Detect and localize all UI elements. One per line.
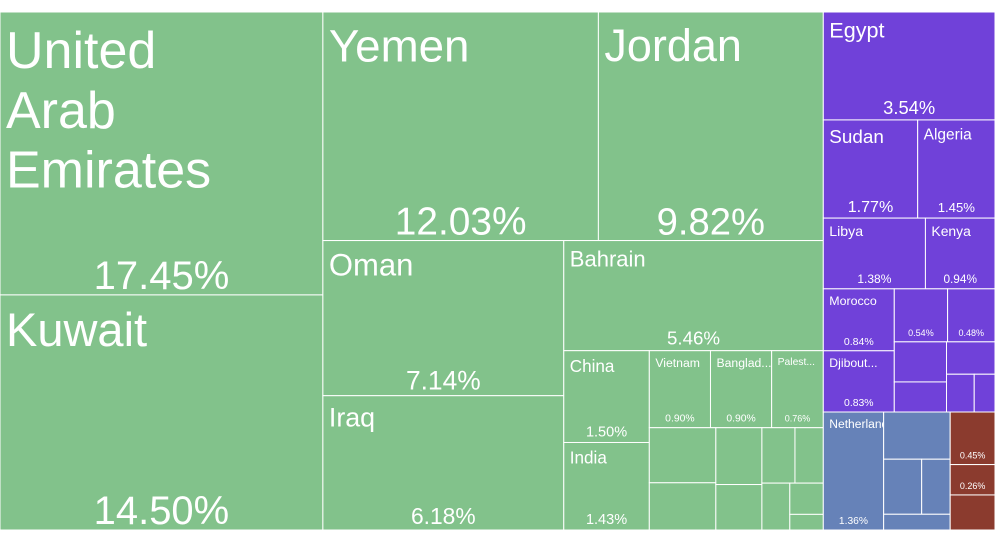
tile-label: China: [570, 357, 615, 376]
tile-value: 0.54%: [908, 328, 934, 338]
tile-value: 14.50%: [94, 489, 230, 533]
tile-label: Vietnam: [655, 356, 700, 370]
tile: [893, 341, 948, 383]
tile-value: 0.76%: [785, 414, 811, 424]
tile: [949, 464, 996, 496]
tile: [761, 427, 796, 484]
tile: [563, 350, 650, 443]
tile-label: Egypt: [829, 18, 884, 43]
tile-value: 1.50%: [586, 424, 627, 440]
tile: [648, 350, 711, 429]
tile: [715, 484, 763, 531]
tile-label-line: United: [6, 22, 156, 80]
tile: [789, 513, 824, 531]
tile-value: 0.84%: [844, 336, 874, 348]
region: United Arab Emirates 17.45% Kuwait 14.50% Yeme…: [0, 11, 824, 533]
tile: [597, 11, 824, 242]
tile-label: Algeria: [924, 126, 973, 143]
tile-value: 0.90%: [665, 414, 694, 425]
tile: [947, 288, 996, 343]
tile-label: Palest...: [778, 357, 815, 368]
tile-value: 1.77%: [848, 198, 893, 216]
tile: [0, 294, 324, 531]
tile: [924, 217, 996, 290]
tile-value: 1.43%: [586, 512, 627, 528]
tile: [648, 482, 717, 531]
tile-label-line: Arab: [6, 82, 116, 140]
tile: [946, 373, 975, 413]
tile: [921, 458, 951, 515]
region: 0.45% 0.26%: [949, 411, 996, 531]
tile-value: 12.03%: [395, 201, 527, 244]
tile-value: 0.45%: [960, 451, 986, 461]
tile-value: 1.38%: [857, 272, 891, 286]
tile: [822, 411, 885, 531]
tile: [715, 427, 763, 486]
tile-value: 1.45%: [938, 200, 976, 215]
tile: [822, 11, 996, 121]
tile: [893, 381, 948, 413]
tile-label: Netherland...: [829, 417, 898, 431]
tile: [822, 350, 895, 413]
tile-label: Bahrain: [570, 247, 646, 272]
tile: [0, 11, 324, 296]
tile-value: 0.83%: [844, 398, 873, 409]
tile: [883, 458, 923, 515]
tile-value: 0.26%: [960, 481, 986, 491]
tile: [322, 240, 565, 397]
region: Netherland... 1.36%: [822, 411, 951, 531]
tile: [322, 395, 565, 531]
tile: [973, 373, 996, 413]
tile-label: Libya: [829, 223, 863, 239]
tile-label: Kuwait: [6, 303, 147, 356]
tile-value: 1.36%: [839, 516, 868, 527]
tile-value: 0.94%: [943, 272, 977, 286]
tile: [761, 482, 791, 531]
tile: [709, 350, 773, 429]
tile: [946, 341, 996, 375]
tile: [794, 427, 824, 484]
tile-value: 0.90%: [726, 414, 755, 425]
tile-label: Morocco: [829, 294, 877, 308]
region: Egypt 3.54% Sudan 1.77% Algeria 1.45% Libya 1.3…: [822, 11, 996, 413]
tile-label: Sudan: [829, 126, 884, 147]
tile-label: Banglad...: [716, 356, 771, 370]
tile-value: 0.48%: [959, 328, 985, 338]
tile-label: Kenya: [931, 223, 971, 239]
tile-label: India: [570, 449, 608, 468]
tile-value: 6.18%: [411, 503, 476, 529]
tile: [917, 119, 996, 219]
tile-label: Yemen: [329, 21, 470, 72]
tile-value: 5.46%: [667, 328, 720, 349]
tile: [949, 494, 996, 531]
tile: [563, 441, 650, 531]
tile: [883, 513, 951, 531]
tile-label: Iraq: [329, 403, 375, 433]
tile-value: 17.45%: [94, 254, 230, 298]
tile: [648, 427, 717, 484]
tile-label: Djibout...: [829, 356, 877, 370]
tile-label: United Arab Emirates: [6, 22, 211, 200]
tile-label-line: Emirates: [6, 142, 211, 200]
tile-value: 7.14%: [406, 366, 481, 396]
tile: [789, 482, 824, 515]
tile: [822, 288, 895, 352]
tile-label: Oman: [329, 248, 413, 283]
tile: [883, 411, 951, 460]
tile-value: 9.82%: [657, 201, 765, 244]
tile: [322, 11, 599, 242]
tile-value: 3.54%: [883, 97, 935, 118]
tile-label: Jordan: [604, 20, 742, 71]
